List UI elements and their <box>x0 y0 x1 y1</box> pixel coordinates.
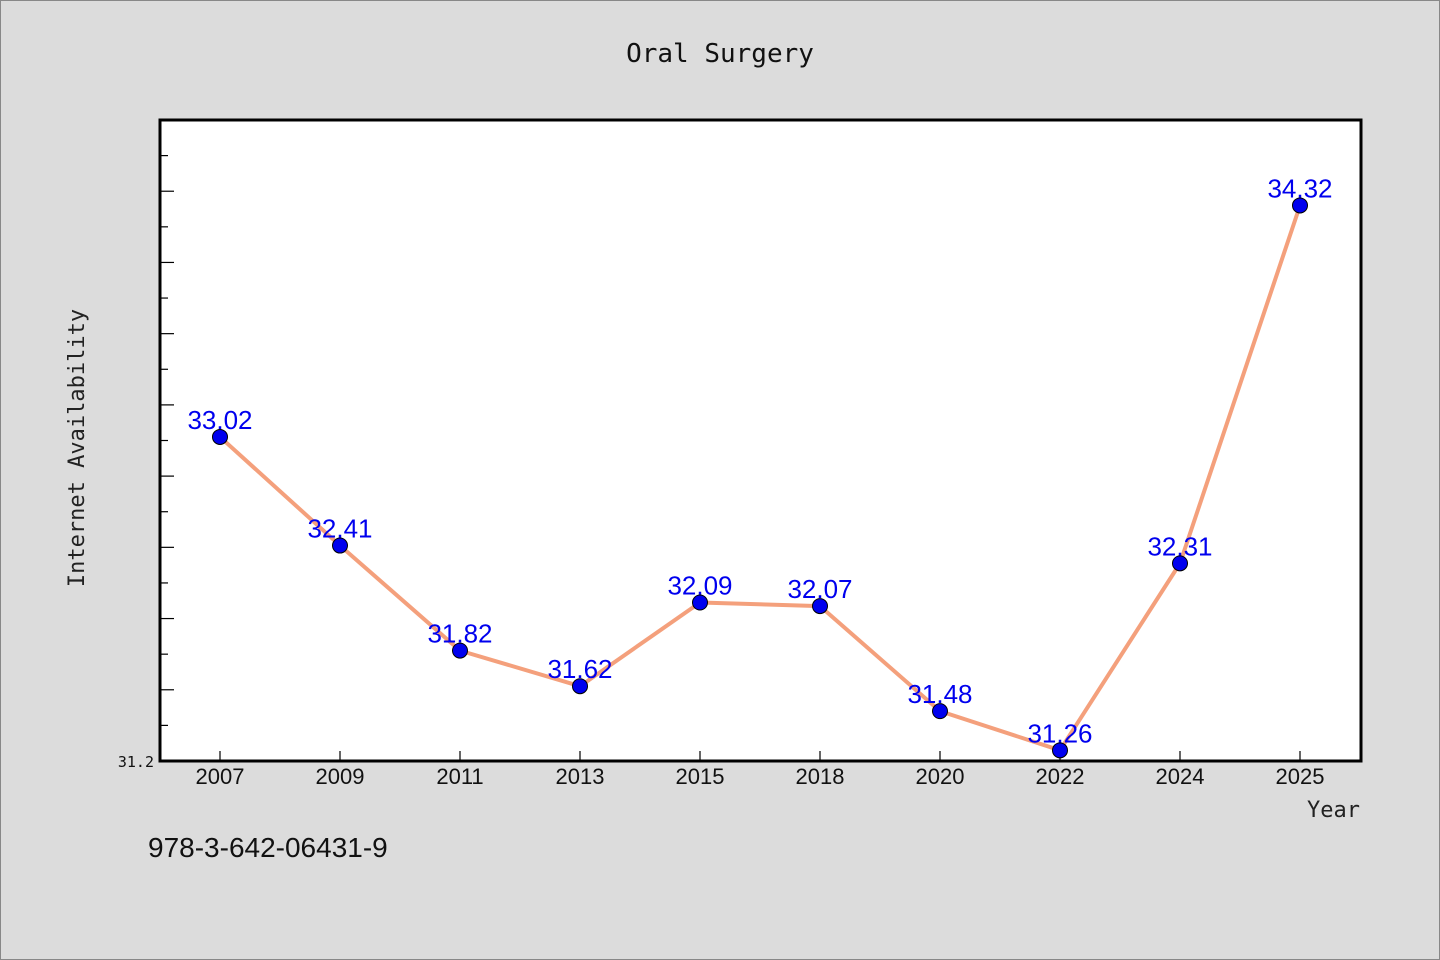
x-tick-label: 2009 <box>316 764 365 789</box>
data-point <box>1172 555 1188 572</box>
data-label: 32.09 <box>667 571 732 601</box>
data-label: 31.48 <box>907 679 972 709</box>
data-point <box>812 598 828 615</box>
data-label: 31.82 <box>427 619 492 649</box>
data-point <box>332 537 348 554</box>
data-label: 33.02 <box>187 405 252 435</box>
data-point <box>572 678 588 695</box>
marker-group <box>212 197 1308 759</box>
x-tick-label: 2025 <box>1276 764 1325 789</box>
data-label: 32.41 <box>307 514 372 544</box>
x-tick-label: 2020 <box>916 764 965 789</box>
x-tick-label: 2024 <box>1156 764 1205 789</box>
y-axis-ticks: 31.2 <box>118 119 174 771</box>
data-label: 31.26 <box>1027 718 1092 748</box>
series-group <box>218 203 1302 753</box>
data-point <box>212 428 228 445</box>
data-label: 31.62 <box>547 654 612 684</box>
data-point <box>692 594 708 611</box>
data-label: 34.32 <box>1267 173 1332 203</box>
data-label-group: 33.02 32.41 31.82 31.62 32.09 32.07 31.48 31.26… <box>187 173 1332 748</box>
y-tick-label: 31.2 <box>118 753 154 771</box>
x-tick-label: 2015 <box>676 764 725 789</box>
x-axis-label: Year <box>1307 798 1360 823</box>
x-tick-label: 2013 <box>556 764 605 789</box>
plot-area <box>158 118 1363 763</box>
series-line <box>218 203 1302 753</box>
x-tick-label: 2018 <box>796 764 845 789</box>
y-axis-label: Internet Availability <box>65 309 90 587</box>
data-label: 32.07 <box>787 574 852 604</box>
x-axis-ticks: 2007 2009 2011 2013 2015 2018 2020 2022 2024 2025 <box>196 751 1325 789</box>
data-label: 32.31 <box>1147 531 1212 561</box>
x-tick-label: 2007 <box>196 764 245 789</box>
data-point <box>1292 197 1308 214</box>
x-tick-label: 2011 <box>436 764 483 789</box>
x-tick-label: 2022 <box>1036 764 1085 789</box>
data-point <box>452 642 468 659</box>
data-point <box>932 703 948 720</box>
isbn-text: 978-3-642-06431-9 <box>148 832 388 863</box>
data-point <box>1052 742 1068 759</box>
chart-title: Oral Surgery <box>626 39 814 69</box>
